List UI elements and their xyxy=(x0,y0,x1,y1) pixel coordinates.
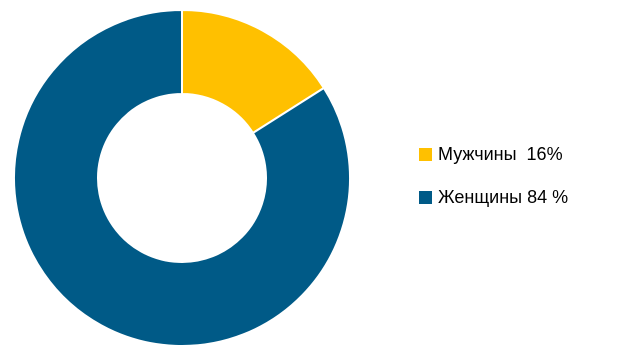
donut-slice-women xyxy=(13,8,351,347)
chart-legend: Мужчины 16% Женщины 84 % xyxy=(419,143,615,229)
legend-swatch-women xyxy=(419,190,432,204)
legend-label-women: Женщины 84 % xyxy=(438,187,569,207)
legend-swatch-men xyxy=(419,147,432,161)
donut-slices xyxy=(13,8,351,347)
legend-item-women: Женщины 84 % xyxy=(419,186,615,208)
legend-item-men: Мужчины 16% xyxy=(419,143,615,165)
legend-label-men: Мужчины 16% xyxy=(438,144,563,164)
